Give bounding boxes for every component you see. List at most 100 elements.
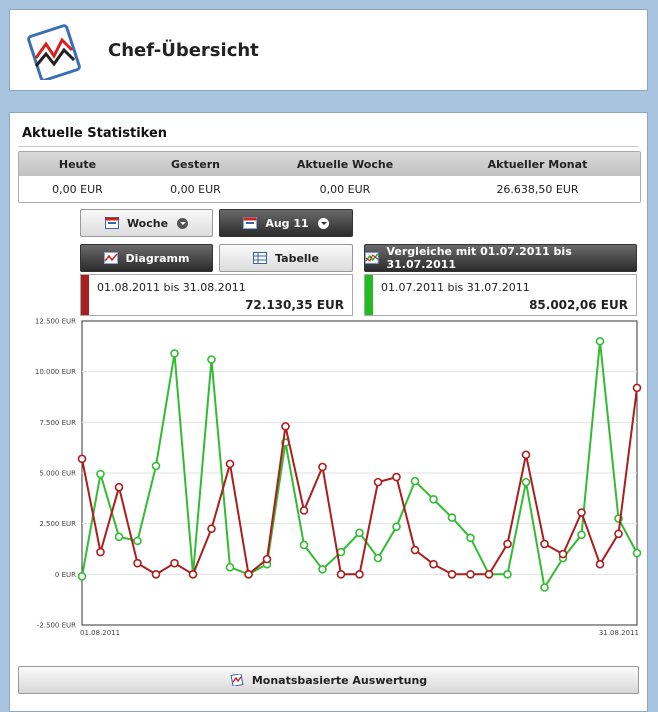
calendar-month-icon — [243, 217, 258, 229]
data-point — [244, 570, 253, 579]
data-point — [392, 472, 401, 482]
data-point — [281, 422, 290, 431]
data-point — [503, 539, 512, 549]
column-header-gestern: Gestern — [170, 157, 220, 171]
compare-period-box: 01.07.2011 bis 31.07.2011 85.002,06 EUR — [364, 274, 637, 316]
data-point — [225, 459, 235, 469]
y-tick-label: 5.000 EUR — [39, 470, 76, 478]
data-point — [392, 522, 401, 532]
current-period-box: 01.08.2011 bis 31.08.2011 72.130,35 EUR — [80, 274, 353, 316]
data-point — [410, 476, 420, 486]
x-tick-label: 01.08.2011 — [80, 629, 120, 637]
data-point — [447, 570, 457, 579]
data-point — [77, 454, 87, 464]
stats-value-row: 0,00 EUR 0,00 EUR 0,00 EUR 26.638,50 EUR — [19, 176, 640, 202]
y-tick-label: 7.500 EUR — [39, 419, 76, 427]
woche-dropdown[interactable]: Woche — [80, 209, 213, 237]
value-monat: 26.638,50 EUR — [496, 182, 579, 196]
line-chart: 12.500 EUR 10.000 EUR 7.500 EUR 5.000 EUR 2.… — [35, 318, 642, 637]
data-point — [614, 529, 623, 539]
data-point — [318, 462, 327, 472]
data-point — [577, 508, 586, 517]
tab-tabelle[interactable]: Tabelle — [219, 244, 353, 272]
value-woche: 0,00 EUR — [319, 182, 371, 196]
data-point — [577, 530, 586, 540]
month-dropdown[interactable]: Aug 11 — [219, 209, 353, 237]
value-gestern: 0,00 EUR — [170, 182, 221, 196]
y-tick-label: -2.500 EUR — [37, 622, 76, 630]
woche-label: Woche — [126, 216, 169, 230]
page-title: Chef-Übersicht — [108, 40, 259, 61]
data-point — [355, 570, 364, 579]
divider — [18, 146, 639, 147]
data-point — [133, 558, 142, 568]
data-point — [170, 558, 179, 568]
data-point — [262, 554, 272, 564]
data-point — [207, 355, 216, 364]
y-tick-label: 10.000 EUR — [35, 368, 76, 376]
data-point — [96, 469, 105, 479]
data-point — [151, 570, 161, 579]
x-tick-label: 31.08.2011 — [599, 629, 639, 637]
chevron-down-icon — [317, 217, 329, 229]
data-point — [299, 540, 309, 550]
data-point — [632, 548, 642, 558]
data-point — [595, 559, 605, 569]
section-title: Aktuelle Statistiken — [22, 126, 168, 141]
data-point — [540, 583, 549, 592]
data-point — [521, 450, 531, 460]
tab-diagramm[interactable]: Diagramm — [80, 244, 213, 272]
data-point — [447, 513, 457, 522]
data-point — [429, 495, 438, 504]
chart-logo-icon — [27, 24, 81, 80]
data-point — [114, 532, 124, 542]
tabelle-label: Tabelle — [275, 251, 319, 265]
monthly-report-label: Monatsbasierte Auswertung — [251, 673, 428, 687]
data-point — [355, 528, 364, 538]
compare-label: Vergleiche mit 01.07.2011 bis 31.07.2011 — [386, 245, 572, 271]
table-icon — [253, 252, 268, 264]
data-point — [429, 559, 438, 569]
current-period-range: 01.08.2011 bis 31.08.2011 — [97, 281, 246, 294]
data-point — [484, 570, 494, 579]
data-point — [170, 349, 179, 358]
report-icon — [230, 674, 244, 686]
data-point — [373, 477, 383, 487]
column-header-woche: Aktuelle Woche — [296, 157, 394, 171]
data-point — [373, 553, 383, 563]
y-tick-label: 12.500 EUR — [35, 318, 76, 326]
data-point — [318, 564, 327, 574]
chevron-down-icon — [177, 217, 189, 229]
chart-icon — [103, 252, 118, 264]
data-point — [188, 570, 198, 579]
stats-header-row: Heute Gestern Aktuelle Woche Aktueller M… — [19, 152, 640, 176]
compare-icon — [365, 252, 379, 264]
compare-period-range: 01.07.2011 bis 31.07.2011 — [381, 281, 530, 294]
data-point — [540, 539, 549, 549]
data-point — [466, 570, 475, 579]
data-point — [96, 547, 105, 557]
calendar-week-icon — [104, 217, 119, 229]
header-panel: Chef-Übersicht — [9, 9, 648, 91]
monthly-report-button[interactable]: Monatsbasierte Auswertung — [18, 666, 639, 694]
data-point — [595, 336, 605, 346]
data-point — [207, 524, 216, 534]
data-point — [632, 383, 642, 393]
diagramm-label: Diagramm — [125, 251, 190, 265]
month-label: Aug 11 — [265, 216, 309, 230]
data-point — [503, 570, 512, 579]
data-point — [410, 545, 420, 555]
data-point — [114, 482, 124, 492]
data-point — [336, 570, 346, 579]
y-tick-label: 2.500 EUR — [39, 520, 76, 528]
column-header-heute: Heute — [58, 157, 97, 171]
data-point — [77, 572, 87, 581]
data-point — [299, 506, 309, 515]
value-heute: 0,00 EUR — [52, 182, 103, 196]
current-period-total: 72.130,35 EUR — [245, 298, 344, 312]
y-tick-label: 0 EUR — [55, 571, 76, 579]
column-header-monat: Aktueller Monat — [487, 157, 588, 171]
compare-period-total: 85.002,06 EUR — [529, 298, 628, 312]
compare-button[interactable]: Vergleiche mit 01.07.2011 bis 31.07.2011 — [364, 244, 637, 272]
data-point — [151, 461, 161, 471]
